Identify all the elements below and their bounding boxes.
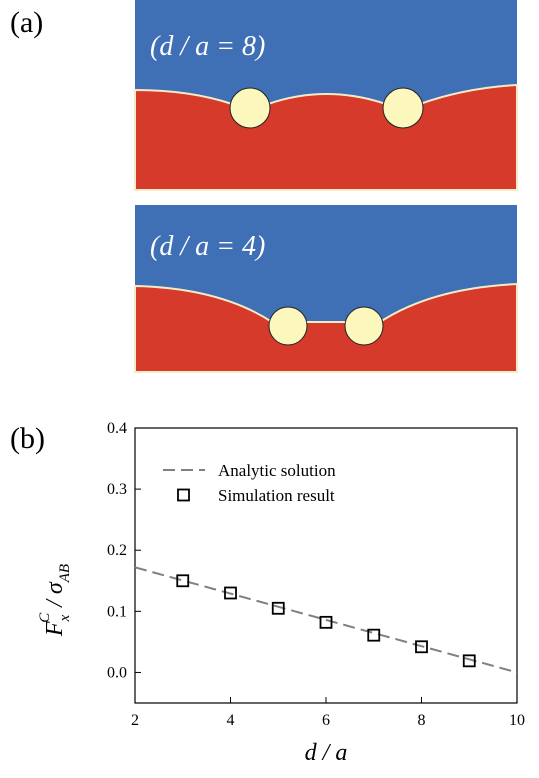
legend-label: Analytic solution (218, 461, 336, 480)
y-label-part: / σ (42, 581, 68, 613)
x-axis-label: d / a (305, 740, 348, 766)
page: {"panel_a": {"label": "(a)", "captions":… (0, 0, 539, 778)
x-tick-label: 2 (131, 712, 139, 729)
y-axis-label: FxC / σAB (37, 564, 73, 637)
analytic-line (135, 567, 517, 672)
simulation-image: (d / a = 4) (135, 205, 517, 372)
legend-label: Simulation result (218, 486, 335, 505)
particle (230, 88, 270, 128)
particle (269, 307, 307, 345)
x-tick-label: 4 (227, 712, 235, 729)
y-tick-label: 0.3 (107, 481, 127, 498)
panel-label: (b) (10, 422, 45, 455)
particle (345, 307, 383, 345)
y-tick-label: 0.0 (107, 664, 127, 681)
x-tick-label: 8 (418, 712, 426, 729)
caption: (d / a = 4) (150, 231, 265, 262)
y-label-part: x (57, 614, 73, 622)
y-tick-label: 0.1 (107, 603, 127, 620)
y-tick-label: 0.2 (107, 542, 127, 559)
x-tick-label: 6 (322, 712, 330, 729)
panel-label: (a) (10, 6, 43, 39)
simulation-image: (d / a = 8) (135, 0, 517, 190)
caption: (d / a = 8) (150, 31, 265, 62)
y-label-part: AB (57, 564, 73, 583)
data-point (321, 617, 332, 628)
figure: (a) (d / a = 8) (d / a = 4) (b) d / a Fx… (0, 0, 539, 778)
phase-b (135, 85, 517, 190)
data-point (177, 575, 188, 586)
x-tick-label: 10 (509, 712, 525, 729)
legend-swatch (178, 490, 189, 501)
y-tick-label: 0.4 (107, 420, 127, 437)
particle (383, 88, 423, 128)
